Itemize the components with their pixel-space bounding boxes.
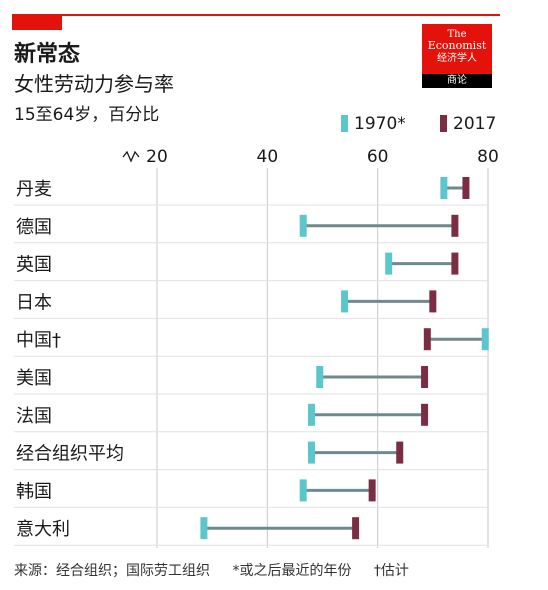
category-label: 英国: [16, 255, 52, 276]
footer: 来源：经合组织；国际劳工组织 *或之后最近的年份 †估计: [14, 560, 427, 580]
footnote-estimate: †估计: [373, 563, 409, 579]
source-note: 来源：经合组织；国际劳工组织: [14, 563, 210, 579]
legend-item-2017: 2017: [440, 114, 496, 134]
marker-2017: [462, 177, 470, 199]
legend-swatch-2017: [440, 115, 447, 132]
x-tick-label: 60: [367, 147, 389, 167]
category-label: 经合组织平均: [16, 444, 124, 465]
marker-1970: [385, 252, 393, 275]
category-label: 美国: [16, 368, 52, 389]
marker-2017: [421, 366, 429, 388]
chart-unit: 15至64岁，百分比: [14, 105, 160, 125]
marker-2017: [396, 441, 404, 464]
marker-1970: [307, 441, 315, 464]
marker-2017: [451, 252, 459, 275]
category-label: 丹麦: [16, 179, 52, 200]
footnote-year: *或之后最近的年份: [232, 563, 352, 579]
marker-1970: [299, 479, 307, 502]
header-rule: [12, 14, 500, 16]
marker-1970: [307, 403, 315, 426]
category-label: 意大利: [16, 519, 70, 540]
marker-1970: [341, 290, 349, 313]
category-label: 法国: [16, 406, 52, 427]
logo-line-4: 商论: [422, 74, 492, 88]
logo-line-3: 经济学人: [437, 53, 477, 64]
chart-subtitle: 女性劳动力参与率: [14, 72, 174, 96]
marker-2017: [423, 328, 431, 351]
axis-break-icon: [122, 150, 140, 163]
marker-2017: [368, 479, 376, 502]
marker-2017: [451, 214, 459, 237]
logo-line-2: Economist: [427, 39, 487, 52]
category-label: 韩国: [16, 481, 52, 502]
chart-title: 新常态: [14, 42, 81, 67]
marker-1970: [440, 177, 448, 199]
marker-2017: [429, 290, 437, 313]
logo-line-1: The: [447, 29, 467, 40]
category-label: 中国†: [16, 330, 61, 351]
x-tick-label: 40: [257, 147, 279, 167]
x-tick-label: 80: [477, 147, 499, 167]
category-label: 日本: [16, 292, 52, 313]
marker-1970: [316, 366, 324, 388]
legend-label-1970: 1970*: [354, 114, 406, 134]
marker-2017: [421, 403, 429, 426]
marker-1970: [481, 328, 489, 351]
legend-item-1970: 1970*: [341, 114, 406, 134]
marker-2017: [352, 517, 360, 540]
marker-1970: [299, 214, 307, 237]
x-tick-label: 20: [146, 147, 168, 167]
economist-logo: The Economist 经济学人 商论: [422, 24, 492, 88]
legend-swatch-1970: [341, 115, 348, 132]
marker-1970: [200, 517, 208, 540]
header-accent: [12, 14, 62, 30]
category-label: 德国: [16, 217, 52, 238]
legend-label-2017: 2017: [453, 114, 497, 134]
